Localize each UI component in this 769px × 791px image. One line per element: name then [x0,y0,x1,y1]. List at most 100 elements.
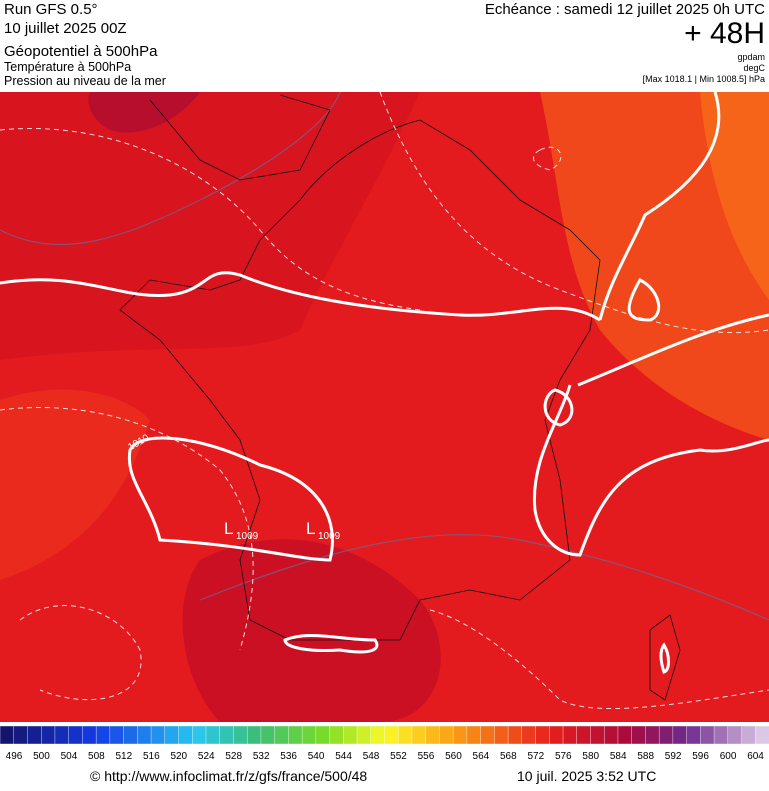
scale-swatch [425,725,441,745]
scale-swatch [535,725,550,745]
scale-label: 588 [637,751,654,762]
isobar [0,92,721,322]
scale-label: 592 [665,751,682,762]
scale-swatch [398,725,413,745]
corsica-outline [649,614,681,701]
isobar [627,278,661,322]
scale-swatch [40,725,56,745]
scale-swatch [233,725,248,745]
low-value: 1009 [236,531,259,542]
scale-swatch [288,725,303,745]
scale-label: 604 [747,751,764,762]
scale-swatch [439,725,454,745]
isohypse [0,92,341,246]
scale-swatch [205,725,221,745]
scale-swatch [150,725,166,745]
scale-swatch [576,725,592,745]
scale-swatch [315,725,331,745]
scale-swatch [755,725,769,745]
unit-temp: degC [743,63,765,73]
warm-area [540,92,769,440]
scale-label: 576 [555,751,572,762]
scale-swatch [54,725,70,745]
color-scale: 496 500 504 508 512 516 520 524 528 532 536 540 544 5… [0,725,769,762]
warm-area [0,389,150,580]
isohypse [199,534,769,621]
scale-swatch [590,725,605,745]
scale-swatch [604,725,619,745]
scale-swatch [356,725,372,745]
source: © http://www.infoclimat.fr/z/gfs/france/… [90,768,367,784]
low-letter: L [306,519,315,538]
scale-label: 548 [363,751,380,762]
scale-label: 528 [225,751,242,762]
scale-swatch [343,725,358,745]
scale-swatch [384,725,399,745]
scale-label: 512 [116,751,133,762]
scale-swatch [713,725,729,745]
isobar [543,388,574,427]
forecast: Echéance : samedi 12 juillet 2025 0h UTC [485,1,765,18]
run: Run GFS 0.5° [4,1,98,18]
scale-label: 504 [61,751,78,762]
temperature-label: Température à 500hPa [4,60,131,74]
scale-swatch [164,725,180,745]
scale-label: 580 [582,751,599,762]
scale-swatch [0,725,15,745]
scale-label: 596 [692,751,709,762]
scale-swatch [494,725,509,745]
scale-swatch [370,725,386,745]
field: Géopotentiel à 500hPa [4,43,158,60]
scale-label: 572 [527,751,544,762]
scale-swatch [466,725,482,745]
scale-label: 540 [308,751,325,762]
scale-swatch [246,725,262,745]
cold-area [182,539,441,722]
scale-swatch [329,725,345,745]
scale-label: 516 [143,751,160,762]
low-value: 1009 [318,531,341,542]
lead-time: + 48H [684,17,765,50]
scale-swatch [658,725,674,745]
scale-swatch [274,725,290,745]
scale-swatch [507,725,523,745]
scale-swatch [452,725,468,745]
scale-swatch [631,725,647,745]
isobar [127,436,334,562]
scale-swatch [741,725,756,745]
scale-swatch [219,725,235,745]
scale-swatch [549,725,564,745]
scale-swatch [13,725,29,745]
scale-swatch [192,725,207,745]
scale-label: 600 [720,751,737,762]
scale-label: 552 [390,751,407,762]
scale-swatch [672,725,688,745]
scale-swatch [686,725,702,745]
scale-label: 520 [170,751,187,762]
unit-geo: gpdam [737,52,765,62]
scale-swatch [301,725,317,745]
scale-label: 544 [335,751,352,762]
cold-area [0,92,420,360]
uk-outline [149,94,331,181]
scale-swatch [82,725,97,745]
scale-swatch [123,725,139,745]
isobar [283,634,379,654]
scale-label: 496 [6,751,23,762]
scale-swatch [411,725,427,745]
pressure-label: Pression au niveau de la mer [4,74,166,88]
scale-swatch [109,725,125,745]
scale-swatch [562,725,578,745]
scale-label: 500 [33,751,50,762]
map: 1010 L 1009 L 1009 [0,92,769,722]
scale-swatch [617,725,633,745]
scale-swatch [645,725,660,745]
scale-swatch [27,725,42,745]
scale-label: 508 [88,751,105,762]
cold-core [88,92,200,133]
timestamp: 10 juil. 2025 3:52 UTC [517,768,656,784]
pressure-range: [Max 1018.1 | Min 1008.5] hPa [643,74,765,84]
scale-swatch [137,725,152,745]
scale-label: 536 [280,751,297,762]
